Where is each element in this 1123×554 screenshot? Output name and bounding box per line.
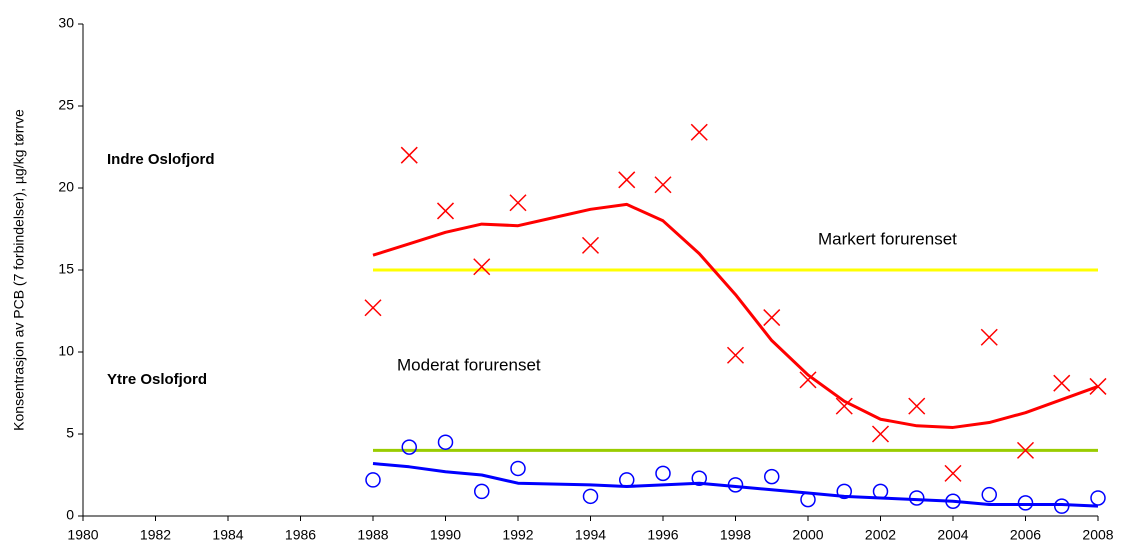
data-point (510, 460, 526, 477)
y-tick-label: 20 (58, 179, 74, 195)
x-tick-label: 1998 (720, 527, 751, 543)
x-tick-label: 1982 (140, 527, 171, 543)
x-tick-label: 2004 (937, 527, 968, 543)
annotation: Markert forurenset (818, 229, 957, 248)
data-point (618, 171, 636, 189)
data-point (474, 483, 490, 500)
y-tick-label: 0 (66, 507, 74, 523)
data-point (1053, 374, 1071, 392)
data-point (871, 425, 890, 443)
data-point (473, 258, 491, 276)
data-point (944, 464, 962, 482)
data-point (908, 397, 926, 415)
data-point (400, 146, 418, 164)
x-tick-label: 1986 (285, 527, 316, 543)
data-point (581, 236, 600, 254)
data-point (763, 309, 781, 327)
data-point (655, 465, 671, 482)
x-tick-label: 1984 (212, 527, 243, 543)
y-tick-label: 30 (58, 15, 74, 31)
data-point (1017, 495, 1034, 511)
x-tick-label: 1988 (357, 527, 388, 543)
series-line (372, 462, 1099, 508)
data-point (582, 488, 599, 505)
data-point (690, 123, 708, 141)
data-point (364, 299, 382, 317)
data-point (980, 328, 998, 346)
y-axis-label: Konsentrasjon av PCB (7 forbindelser), µ… (11, 109, 27, 431)
x-tick-label: 1992 (502, 527, 533, 543)
annotation: Indre Oslofjord (107, 151, 215, 168)
data-point (1016, 441, 1035, 459)
data-point (835, 397, 853, 415)
data-point (365, 472, 381, 488)
x-tick-label: 2002 (865, 527, 896, 543)
y-tick-label: 5 (66, 425, 74, 441)
data-point (691, 470, 707, 487)
data-point (1090, 490, 1106, 506)
annotation: Moderat forurenset (397, 355, 541, 374)
data-point (509, 194, 527, 212)
y-tick-label: 25 (58, 97, 74, 113)
annotation: Ytre Oslofjord (107, 371, 207, 388)
data-point (836, 483, 852, 500)
series-line (372, 202, 1099, 429)
data-point (436, 202, 455, 220)
x-tick-label: 1990 (430, 527, 461, 543)
x-tick-label: 1980 (67, 527, 98, 543)
data-point (654, 176, 672, 194)
data-point (764, 468, 780, 485)
data-point (726, 346, 745, 364)
x-tick-label: 2008 (1082, 527, 1113, 543)
data-point (437, 434, 454, 450)
y-tick-label: 15 (58, 261, 74, 277)
x-tick-label: 2000 (792, 527, 823, 543)
data-point (981, 486, 997, 503)
y-tick-label: 10 (58, 343, 74, 359)
x-tick-label: 1994 (575, 527, 606, 543)
data-point (401, 439, 417, 455)
x-tick-label: 2006 (1010, 527, 1041, 543)
data-point (799, 371, 817, 389)
x-tick-label: 1996 (647, 527, 678, 543)
